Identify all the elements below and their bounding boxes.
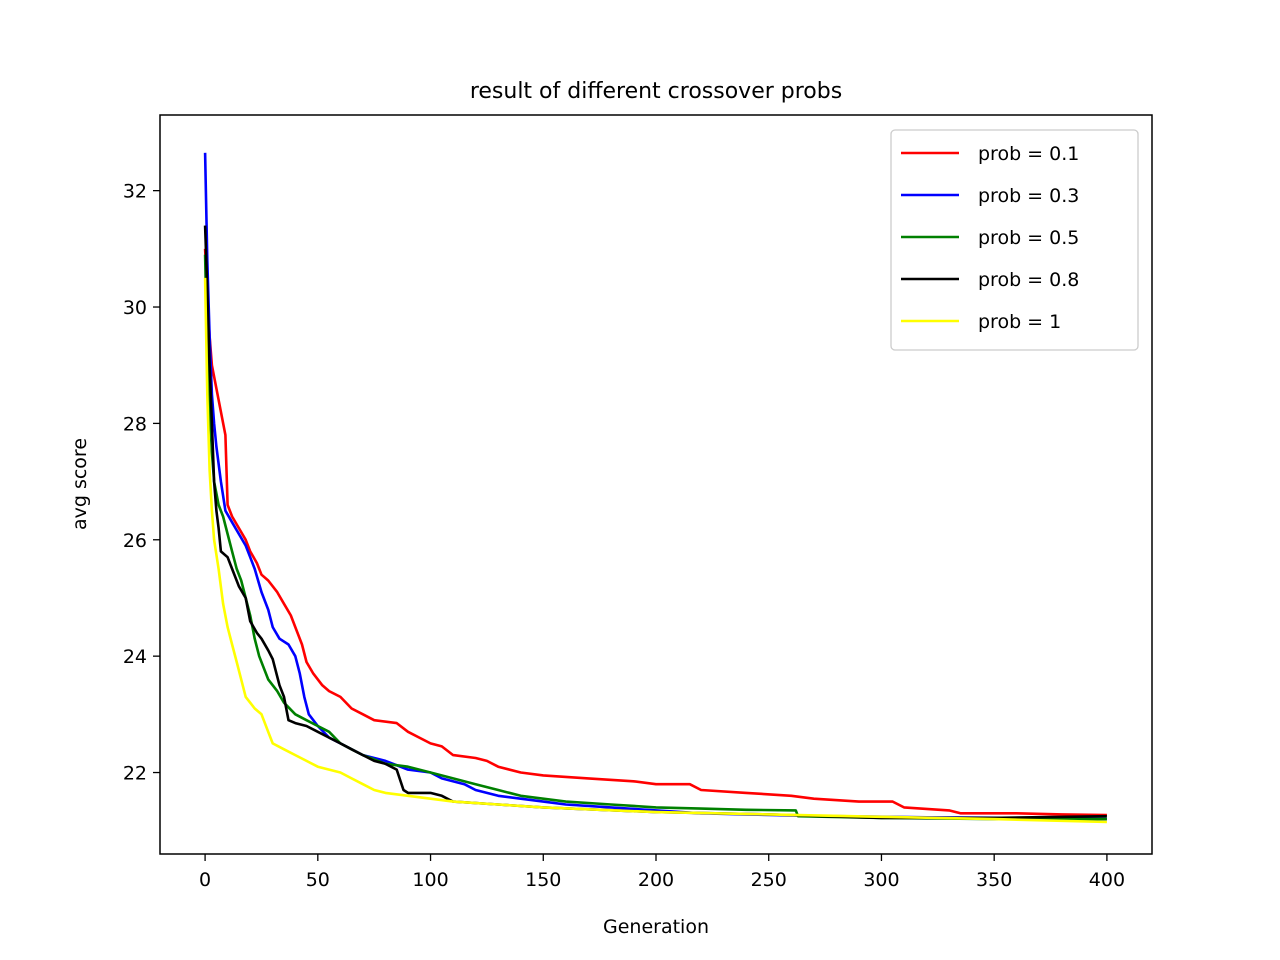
x-tick-label: 300 <box>863 869 899 891</box>
plot-area: 0 50 100 150 200 250 300 350 400 22 24 26 28 30 32 <box>123 114 1153 891</box>
y-tick-label: 28 <box>123 413 147 435</box>
chart-title: result of different crossover probs <box>470 79 842 104</box>
legend-label-2: prob = 0.3 <box>978 185 1079 207</box>
legend-label-5: prob = 1 <box>978 311 1061 333</box>
legend-label-3: prob = 0.5 <box>978 227 1079 249</box>
legend-label-1: prob = 0.1 <box>978 143 1079 165</box>
x-tick-label: 100 <box>412 869 448 891</box>
y-tick-label: 26 <box>123 530 147 552</box>
x-tick-label: 50 <box>306 869 330 891</box>
x-tick-label: 150 <box>525 869 561 891</box>
series-line-3 <box>203 254 1107 821</box>
y-tick-label: 22 <box>123 763 147 785</box>
legend: prob = 0.1 prob = 0.3 prob = 0.5 prob = 0.8… <box>890 129 1139 351</box>
legend-box <box>890 129 1139 351</box>
y-tick-label: 32 <box>123 181 147 203</box>
x-tick-label: 0 <box>199 869 211 891</box>
x-axis-label: Generation <box>603 916 709 938</box>
x-tick-label: 250 <box>751 869 787 891</box>
x-tick-label: 400 <box>1089 869 1125 891</box>
x-tick-label: 350 <box>976 869 1012 891</box>
series-line-5 <box>203 277 1107 824</box>
y-tick-label: 24 <box>123 646 147 668</box>
series-line-2 <box>203 152 1107 821</box>
legend-label-4: prob = 0.8 <box>978 269 1079 291</box>
y-tick-label: 30 <box>123 297 147 319</box>
x-tick-label: 200 <box>638 869 674 891</box>
y-axis-label: avg score <box>69 438 91 530</box>
series-line-1 <box>203 248 1107 817</box>
